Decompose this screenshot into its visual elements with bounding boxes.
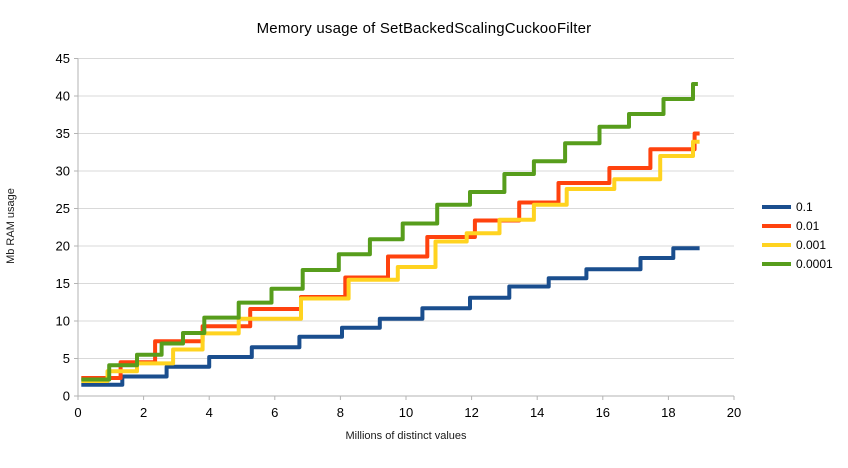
legend-item-0.001: 0.001 [762,235,833,254]
x-tick-label: 18 [661,405,675,420]
x-tick-label: 2 [140,405,147,420]
x-tick-label: 4 [206,405,213,420]
y-axis-title: Mb RAM usage [5,188,17,264]
x-tick-label: 20 [727,405,741,420]
y-tick-label: 25 [56,201,70,216]
legend-swatch-0.1 [762,204,791,209]
legend: 0.1 0.01 0.001 0.0001 [762,197,833,273]
y-tick-label: 0 [63,389,70,404]
x-tick-label: 10 [399,405,413,420]
x-tick-label: 6 [271,405,278,420]
legend-label: 0.001 [796,237,827,252]
legend-swatch-0.0001 [762,261,791,266]
legend-swatch-0.01 [762,223,791,228]
x-tick-label: 8 [337,405,344,420]
y-tick-label: 20 [56,239,70,254]
x-tick-label: 16 [596,405,610,420]
y-tick-label: 5 [63,351,70,366]
legend-label: 0.01 [796,218,820,233]
y-tick-label: 30 [56,164,70,179]
x-tick-label: 0 [74,405,81,420]
y-tick-label: 35 [56,126,70,141]
y-tick-label: 10 [56,314,70,329]
legend-label: 0.1 [796,199,813,214]
x-tick-label: 12 [464,405,478,420]
legend-label: 0.0001 [796,256,833,271]
legend-item-0.0001: 0.0001 [762,254,833,273]
series-line-0.0001 [81,82,698,382]
series-line-0.1 [81,246,700,387]
legend-item-0.1: 0.1 [762,197,833,216]
legend-swatch-0.001 [762,242,791,247]
x-tick-label: 14 [530,405,544,420]
x-axis-title: Millions of distinct values [345,430,467,442]
y-tick-label: 45 [56,51,70,66]
legend-item-0.01: 0.01 [762,216,833,235]
y-tick-label: 40 [56,89,70,104]
y-tick-label: 15 [56,276,70,291]
series-line-0.01 [81,131,700,380]
chart-title: Memory usage of SetBackedScalingCuckooFi… [256,20,592,37]
series-line-0.001 [81,139,700,383]
